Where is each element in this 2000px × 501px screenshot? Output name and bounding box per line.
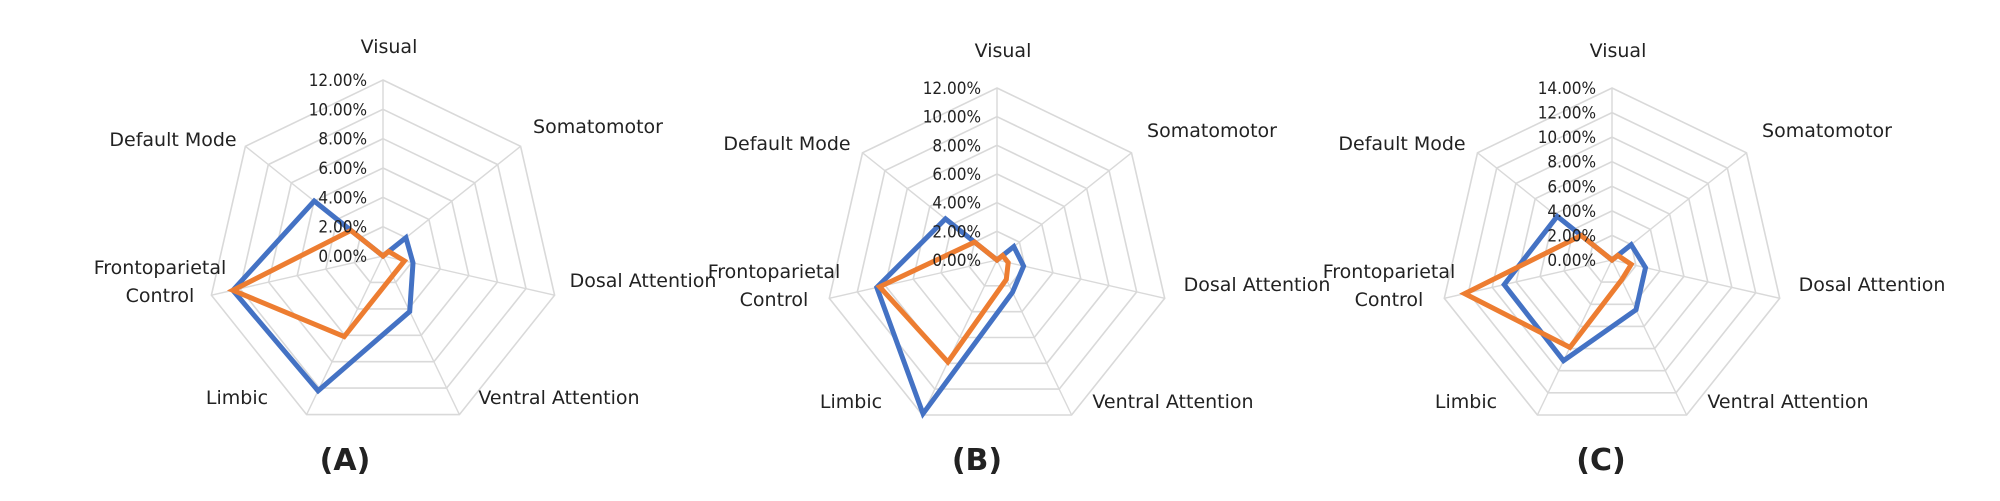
tick-label: 0.00% — [318, 247, 367, 267]
axis-spoke — [1611, 259, 1688, 416]
tick-label: 14.00% — [1538, 79, 1596, 99]
axis-label: Limbic — [1435, 391, 1497, 413]
panel-label: (B) — [952, 443, 1002, 478]
grid-ring — [324, 196, 442, 310]
tick-label: 10.00% — [1538, 128, 1596, 148]
tick-label: 6.00% — [1547, 177, 1596, 197]
grid-ring — [828, 87, 1166, 416]
series-1-polygon — [1501, 212, 1649, 365]
tick-label: 2.00% — [932, 222, 981, 242]
axis-spoke — [996, 259, 1073, 416]
axis-spoke — [1611, 259, 1780, 299]
radar-panel-3: 0.00% 2.00% 4.00% 6.00% 8.00% 10.00% 12.00% 14.… — [1323, 40, 1946, 478]
tick-label: 10.00% — [309, 100, 367, 120]
axis-label: Dosal Attention — [1184, 274, 1331, 296]
axis-label: Somatomotor — [1762, 120, 1892, 142]
tick-label: 0.00% — [932, 251, 981, 271]
axis-label: Visual — [1590, 40, 1647, 62]
series-2-polygon — [226, 227, 409, 340]
axis-label: Default Mode — [723, 133, 850, 155]
grid-ring — [1443, 87, 1781, 416]
series-1-polygon — [229, 197, 416, 395]
panel-label: (A) — [320, 443, 371, 478]
axis-label: Default Mode — [109, 129, 236, 151]
axis-label: Limbic — [820, 391, 882, 413]
tick-label: 12.00% — [923, 79, 981, 99]
axis-label: Ventral Attention — [1707, 391, 1868, 413]
series-2-polygon — [1459, 232, 1635, 351]
axis-spoke — [921, 259, 998, 416]
axis-label: Ventral Attention — [1092, 391, 1253, 413]
tick-label: 6.00% — [318, 159, 367, 179]
tick-label: 0.00% — [1547, 251, 1596, 271]
axis-label: Visual — [361, 36, 418, 58]
tick-label: 8.00% — [1547, 153, 1596, 173]
grid-ring — [912, 173, 1082, 339]
axis-label: Dosal Attention — [1799, 274, 1946, 296]
tick-label: 10.00% — [923, 108, 981, 128]
tick-label: 12.00% — [1538, 104, 1596, 124]
tick-label: 2.00% — [1547, 226, 1596, 246]
tick-label: 4.00% — [318, 188, 367, 208]
axis-spoke — [382, 255, 461, 415]
grid-ring — [210, 79, 556, 416]
radar-panel-2: 0.00% 2.00% 4.00% 6.00% 8.00% 10.00% 12.00% Vis… — [708, 40, 1331, 478]
axis-label: Dosal Attention — [570, 270, 717, 292]
series-2-polygon — [875, 239, 1011, 366]
radar-panel-1: 0.00% 2.00% 4.00% 6.00% 8.00% 10.00% 12.00% Vis… — [94, 36, 717, 478]
grid-ring — [239, 108, 527, 389]
series-1-polygon — [873, 215, 1027, 419]
grid-ring — [884, 144, 1110, 365]
tick-label: 12.00% — [309, 71, 367, 91]
grid-ring — [267, 137, 499, 363]
grid-ring — [1491, 136, 1733, 372]
tick-label: 4.00% — [932, 194, 981, 214]
axis-label: Somatomotor — [533, 116, 663, 138]
axis-spoke — [829, 259, 998, 299]
axis-label: Ventral Attention — [478, 387, 639, 409]
grid-ring — [1515, 160, 1709, 350]
axis-label: Limbic — [206, 387, 268, 409]
grid-ring — [856, 115, 1138, 390]
grid-ring — [968, 230, 1026, 287]
axis-spoke — [996, 152, 1132, 261]
tick-label: 2.00% — [318, 218, 367, 238]
tick-label: 8.00% — [318, 130, 367, 150]
tick-label: 6.00% — [932, 165, 981, 185]
axis-label: Default Mode — [1338, 133, 1465, 155]
tick-label: 8.00% — [932, 136, 981, 156]
axis-spoke — [1611, 152, 1747, 261]
panel-label: (C) — [1576, 443, 1625, 478]
axis-label: Frontoparietal Control — [1323, 261, 1456, 311]
axis-label: Visual — [975, 40, 1032, 62]
axis-label: Somatomotor — [1147, 120, 1277, 142]
tick-label: 4.00% — [1547, 202, 1596, 222]
axis-label: Frontoparietal Control — [708, 261, 841, 311]
axis-label: Frontoparietal Control — [94, 257, 227, 307]
grid-ring — [1467, 111, 1757, 394]
grid-ring — [1563, 210, 1661, 306]
